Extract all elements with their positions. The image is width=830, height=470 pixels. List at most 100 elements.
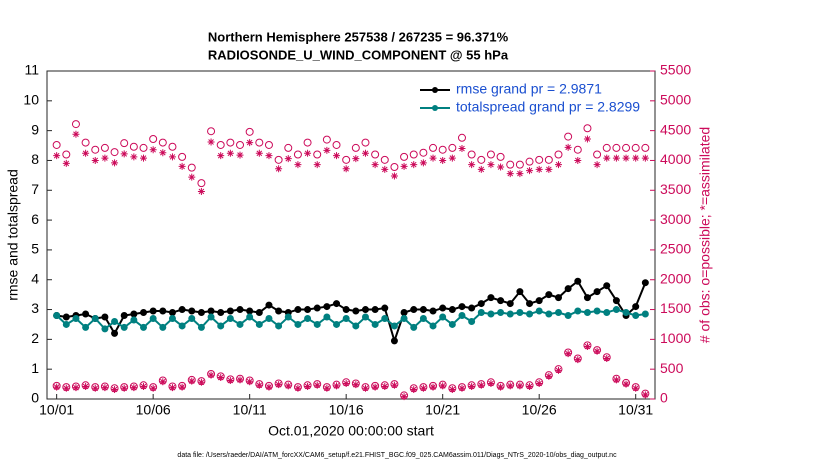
obs-assimilated-marker [477,381,485,389]
y-tick-label: 3 [31,300,39,316]
point [468,317,476,325]
obs-assimilated-marker [390,381,398,389]
x-axis-label: Oct.01,2020 00:00:00 start [268,423,434,439]
obs-assimilated-marker [554,366,562,374]
point [506,310,514,318]
obs-assimilated-marker [516,170,524,178]
point [188,307,196,315]
obs-assimilated-marker [632,154,640,162]
point [381,304,389,312]
point [429,307,437,315]
obs-assimilated-marker [226,149,234,157]
point [323,313,331,321]
point [111,329,119,337]
obs-assimilated-marker [603,154,611,162]
obs-possible-marker [52,140,61,149]
obs-assimilated-marker [381,382,389,390]
point [487,294,495,302]
point [304,306,312,314]
obs-possible-marker [255,138,264,147]
point [342,314,350,322]
chart-title: Northern Hemisphere 257538 / 267235 = 96… [208,29,509,44]
y2-tick-label: 3000 [660,211,691,227]
y2-tick-label: 2500 [660,241,691,257]
obs-assimilated-marker [526,167,534,175]
point [140,323,148,331]
point [526,300,534,308]
obs-assimilated-marker [323,146,331,154]
obs-assimilated-marker [101,384,109,392]
point [333,300,341,308]
x-tick-label: 10/21 [425,402,460,418]
y2-tick-label: 500 [660,360,684,376]
x-tick-label: 10/01 [39,402,74,418]
obs-possible-marker [612,143,621,152]
point [226,314,234,322]
obs-possible-marker [554,150,563,159]
point [574,277,582,285]
obs-assimilated-marker [168,153,176,161]
obs-assimilated-marker [574,156,582,164]
obs-assimilated-marker [284,382,292,390]
obs-assimilated-marker [188,173,196,181]
x-tick-label: 10/16 [329,402,364,418]
obs-assimilated-marker [62,159,70,167]
obs-possible-marker [486,150,495,159]
obs-assimilated-marker [255,149,263,157]
obs-assimilated-marker [641,391,649,399]
point [323,303,331,311]
point [294,320,302,328]
obs-assimilated-marker [342,379,350,387]
obs-assimilated-marker [419,384,427,392]
y-tick-label: 2 [31,330,39,346]
obs-assimilated-marker [313,381,321,389]
point [304,314,312,322]
obs-possible-marker [178,152,187,161]
point [265,301,273,309]
chart-subtitle: RADIOSONDE_U_WIND_COMPONENT @ 55 hPa [208,47,509,62]
point [197,309,205,317]
obs-assimilated-marker [53,383,61,391]
obs-possible-marker [506,160,515,169]
obs-assimilated-marker [593,161,601,169]
point [419,314,427,322]
y2-tick-label: 1500 [660,300,691,316]
point [333,320,341,328]
y-tick-label: 4 [31,270,39,286]
point [593,288,601,296]
point [622,309,630,317]
obs-possible-marker [342,155,351,164]
obs-assimilated-marker [458,145,466,153]
point [583,309,591,317]
point [284,313,292,321]
point [91,314,99,322]
obs-possible-marker [274,155,283,164]
obs-assimilated-marker [564,350,572,358]
obs-assimilated-marker [120,384,128,392]
obs-possible-marker [264,140,273,149]
obs-possible-marker [544,155,553,164]
obs-assimilated-marker [265,152,273,160]
point [352,322,360,330]
obs-assimilated-marker [352,155,360,163]
point [82,310,90,318]
obs-possible-marker [457,133,466,142]
y-tick-label: 11 [24,62,39,78]
obs-assimilated-marker [564,143,572,151]
point [468,304,476,312]
obs-assimilated-marker [207,138,215,146]
obs-assimilated-marker [217,374,225,382]
point [419,306,427,314]
y2-tick-label: 4500 [660,121,691,137]
point [477,309,485,317]
obs-possible-marker [236,140,245,149]
point [188,314,196,322]
obs-possible-marker [197,179,206,188]
obs-assimilated-marker [448,385,456,393]
obs-assimilated-marker [101,154,109,162]
obs-assimilated-marker [371,383,379,391]
point [448,306,456,314]
plot-frame [46,70,656,400]
obs-assimilated-marker [429,383,437,391]
obs-possible-marker [120,139,129,148]
